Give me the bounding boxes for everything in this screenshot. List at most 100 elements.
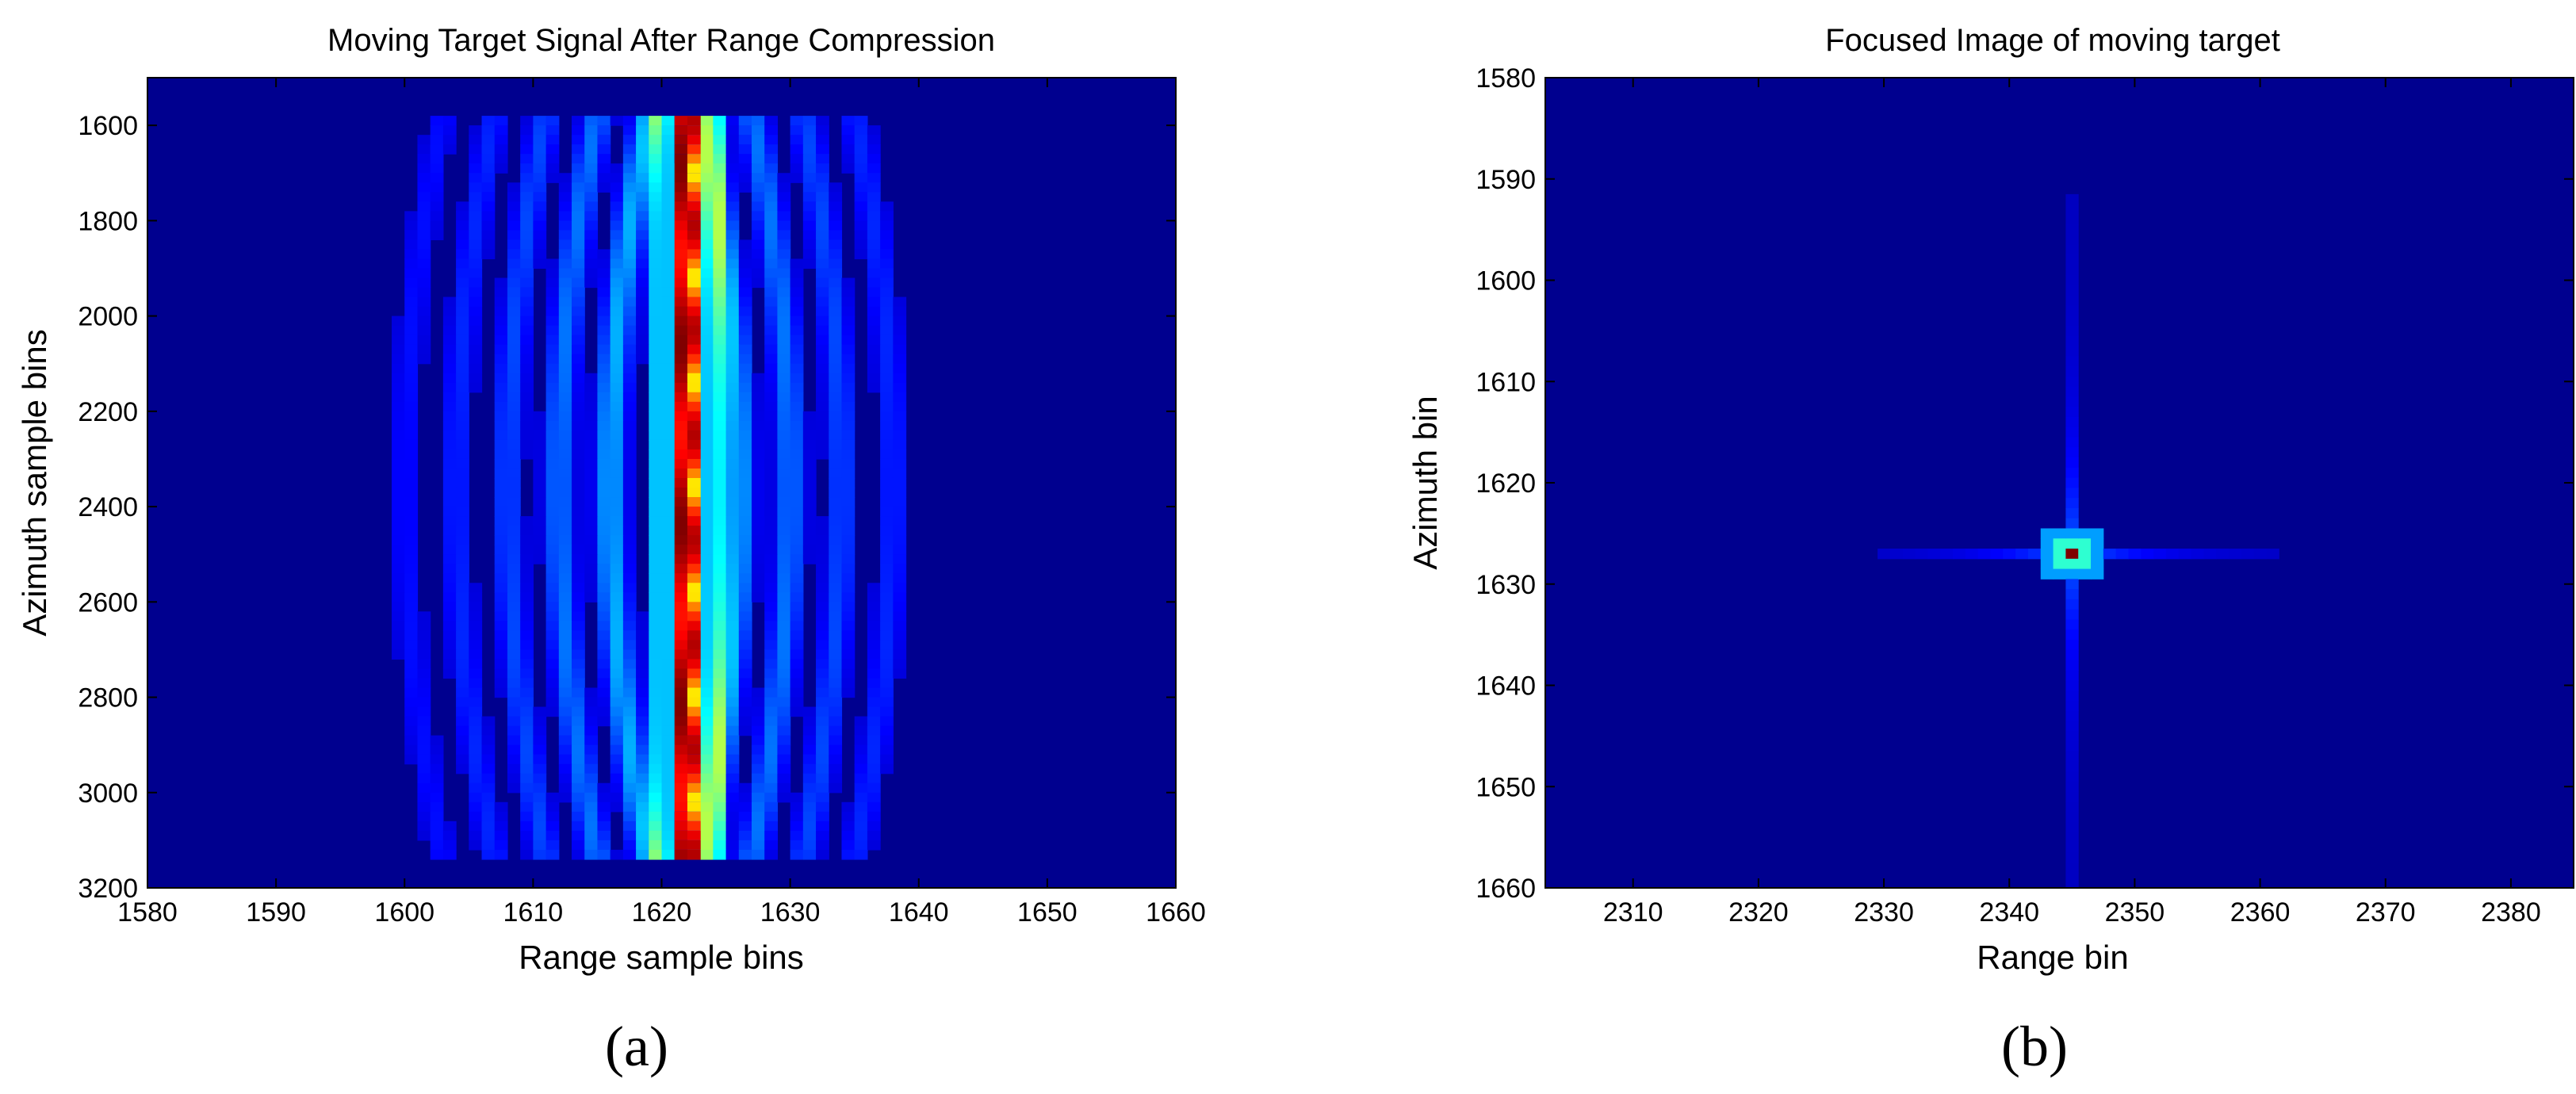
panel-a-cell	[494, 430, 508, 441]
panel-a-cell	[725, 173, 740, 183]
panel-b-cell	[2065, 730, 2079, 742]
panel-a-cell	[841, 564, 855, 574]
panel-b-cell	[2078, 549, 2092, 560]
panel-b-cell	[2065, 568, 2079, 580]
panel-a-cell	[802, 554, 817, 564]
panel-a-cell	[802, 144, 817, 155]
panel-a-main-track-cell	[674, 792, 688, 803]
panel-a-cell	[494, 354, 508, 365]
panel-a-cell	[764, 735, 779, 746]
panel-a-side-track-cell	[687, 211, 701, 221]
panel-a-side-track-cell	[687, 516, 701, 526]
panel-b-cell	[2065, 538, 2079, 549]
panel-a-cell	[392, 526, 405, 536]
panel-a-cell	[392, 363, 405, 374]
panel-a-cell	[777, 678, 791, 689]
panel-a-cell	[584, 830, 599, 841]
panel-a-cell	[558, 716, 572, 727]
panel-b-cell	[2065, 366, 2079, 377]
panel-a-cell	[649, 754, 663, 765]
panel-a-cell	[893, 354, 907, 365]
panel-a-cell	[725, 554, 740, 564]
panel-a-ytick-label: 1800	[78, 206, 138, 236]
panel-a-cell	[494, 830, 508, 841]
panel-a-cell	[636, 640, 649, 651]
panel-a-cell	[777, 516, 791, 526]
panel-a-cell	[494, 344, 508, 355]
panel-a-cell	[456, 230, 469, 240]
panel-a-cell	[392, 640, 405, 651]
panel-a-cell	[661, 668, 676, 679]
panel-a-cell	[738, 135, 752, 145]
panel-a-cell	[636, 249, 649, 260]
panel-a-cell	[610, 801, 624, 813]
panel-a-cell	[829, 258, 843, 270]
panel-a-cell	[417, 325, 431, 336]
panel-a-cell	[661, 830, 676, 841]
panel-b-cell	[2065, 872, 2079, 884]
panel-a-cell	[442, 659, 457, 670]
panel-a-cell	[829, 497, 843, 507]
panel-a-cell	[469, 277, 483, 289]
panel-a-cell	[802, 820, 817, 832]
panel-a-cell	[507, 296, 521, 308]
panel-a-cell	[442, 373, 457, 384]
panel-a-cell	[572, 792, 585, 803]
panel-a-cell	[661, 135, 676, 145]
panel-a-cell	[456, 296, 469, 308]
panel-a-cell	[494, 449, 508, 460]
panel-a-cell	[417, 154, 431, 164]
panel-a-cell	[829, 754, 843, 765]
panel-a-cell	[417, 716, 431, 727]
panel-a-cell	[456, 716, 469, 727]
panel-a-cell	[777, 468, 791, 479]
panel-a-cell	[649, 163, 663, 174]
panel-a-cell	[841, 392, 855, 403]
panel-a-cell	[880, 725, 894, 736]
panel-b-cell	[1990, 549, 2004, 560]
panel-a-cell	[713, 363, 727, 374]
panel-a-cell	[790, 325, 804, 336]
panel-b-xtick-label: 2310	[1603, 897, 1663, 928]
panel-a-cell	[558, 526, 572, 536]
panel-a-cell	[558, 306, 572, 317]
panel-a-cell	[507, 182, 521, 193]
panel-a-cell	[751, 554, 765, 564]
panel-a-cell	[649, 382, 663, 393]
panel-a-cell	[507, 592, 521, 602]
panel-a-cell	[494, 144, 508, 155]
panel-a-cell	[558, 173, 572, 183]
panel-a-cell	[622, 239, 637, 251]
panel-a-cell	[597, 564, 611, 574]
panel-a-ytick-label: 1600	[78, 111, 138, 141]
panel-a-cell	[854, 220, 868, 231]
panel-a-cell	[469, 630, 483, 641]
panel-a-cell	[867, 811, 881, 822]
panel-a-cell	[469, 706, 483, 717]
panel-a-xtick-label: 1620	[632, 897, 692, 928]
panel-a-cell	[713, 277, 727, 289]
panel-a-main-track-cell	[674, 830, 688, 841]
panel-a-cell	[777, 201, 791, 212]
panel-a-cell	[584, 792, 599, 803]
panel-a-cell	[610, 602, 624, 612]
panel-a-cell	[558, 792, 572, 803]
panel-a-cell	[841, 592, 855, 602]
panel-a-cell	[880, 678, 894, 689]
panel-a-cell	[790, 144, 804, 155]
panel-a-cell	[713, 211, 727, 221]
panel-a-cell	[533, 458, 547, 469]
panel-a-cell	[572, 411, 585, 422]
panel-a-cell	[867, 621, 881, 631]
panel-a-cell	[533, 163, 547, 174]
panel-a-cell	[764, 163, 779, 174]
panel-a-cell	[404, 239, 419, 251]
panel-a-cell	[893, 316, 907, 327]
panel-a-cell	[610, 583, 624, 593]
panel-a-cell	[597, 316, 611, 327]
panel-a-cell	[880, 258, 894, 270]
panel-a-cell	[880, 630, 894, 641]
panel-a-cell	[520, 649, 534, 660]
panel-a-cell	[533, 249, 547, 260]
panel-a-cell	[880, 449, 894, 460]
